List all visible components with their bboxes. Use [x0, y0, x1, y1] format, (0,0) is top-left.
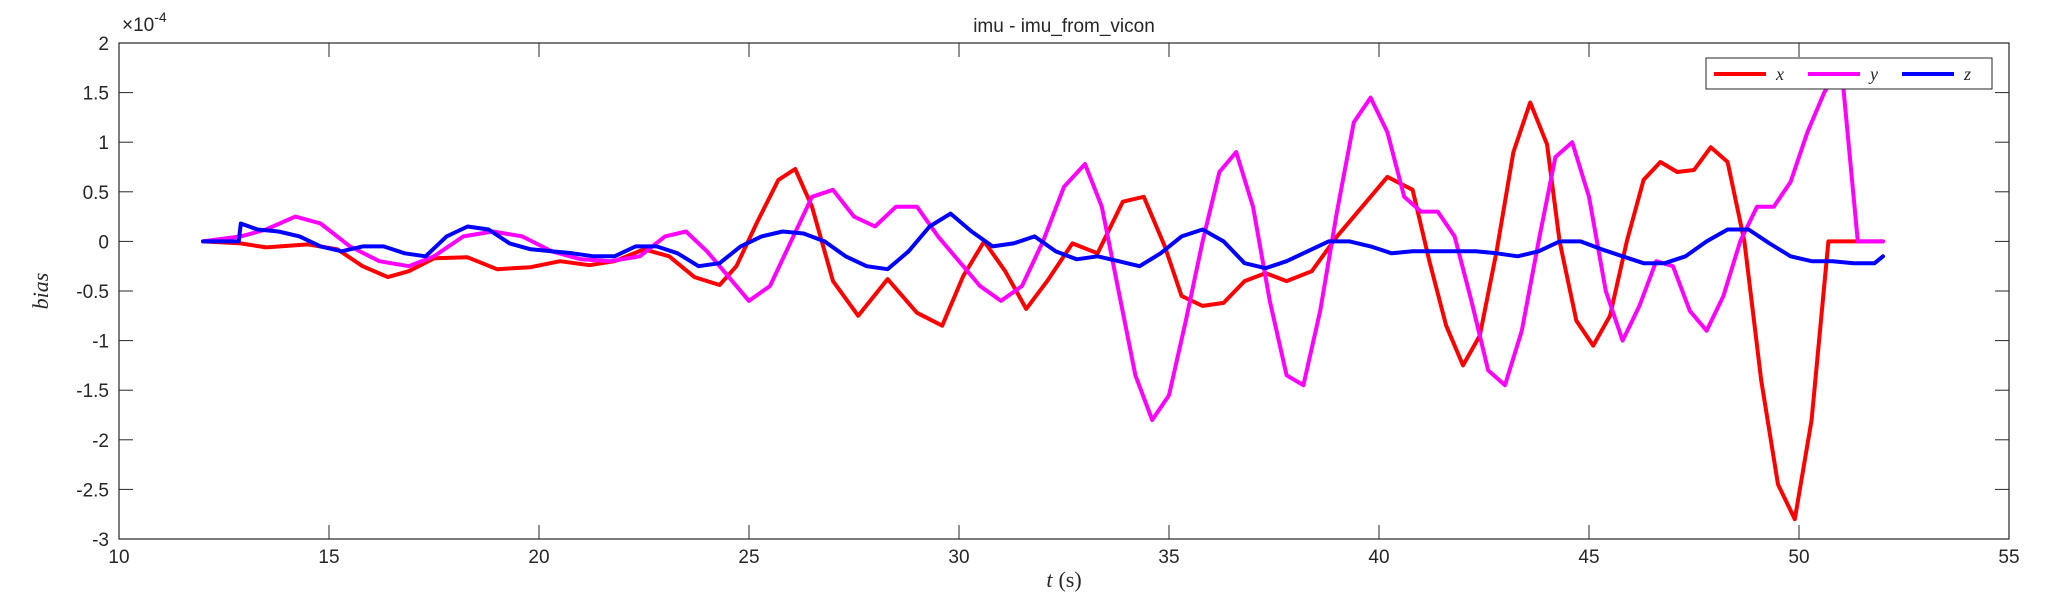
x-tick-label: 20 [528, 547, 549, 568]
x-axis-variable: t [1046, 567, 1053, 592]
y-tick-label: 1.5 [83, 84, 109, 105]
y-tick-label: -0.5 [76, 282, 109, 303]
legend-label-z: z [1963, 64, 1971, 84]
x-tick-label: 15 [318, 547, 339, 568]
y-tick-label: -1.5 [76, 381, 109, 402]
x-tick-label: 25 [738, 547, 759, 568]
series-line-x [201, 100, 1885, 522]
legend: x y z [1705, 57, 1993, 90]
legend-label-x: x [1775, 64, 1784, 84]
y-tick-label: 0 [98, 232, 109, 253]
x-tick-label: 10 [108, 547, 129, 568]
y-exponent: ×10-4 [122, 9, 167, 36]
y-tick-label: -2 [92, 431, 109, 452]
x-tick-label: 30 [948, 547, 969, 568]
y-exponent-base: ×10 [122, 15, 154, 36]
x-tick-label: 50 [1788, 547, 1809, 568]
y-tick-label: 2 [98, 34, 109, 55]
legend-label-y: y [1868, 64, 1878, 84]
y-tick-label: 1 [98, 133, 109, 154]
x-tick-label: 45 [1578, 547, 1599, 568]
series-line-z [201, 211, 1885, 272]
y-tick-label: -1 [92, 332, 109, 353]
chart-title: imu - imu_from_vicon [973, 16, 1155, 37]
x-tick-label: 35 [1158, 547, 1179, 568]
y-tick-label: -2.5 [76, 480, 109, 501]
series-layer [201, 60, 1885, 522]
y-exponent-power: -4 [154, 9, 167, 25]
x-axis-label: t (s) [1046, 567, 1081, 592]
y-axis-label: bias [28, 273, 53, 310]
tick-layer: 10 15 20 25 30 35 40 45 50 55 -3 -2.5 -2 -1.5 -1 -0.5 0 0… [76, 34, 2019, 568]
plot-area [118, 42, 2010, 540]
y-tick-label: -3 [92, 530, 109, 551]
x-tick-label: 40 [1368, 547, 1389, 568]
x-tick-label: 55 [1998, 547, 2019, 568]
y-tick-label: 0.5 [83, 183, 109, 204]
x-axis-unit: (s) [1058, 567, 1081, 592]
